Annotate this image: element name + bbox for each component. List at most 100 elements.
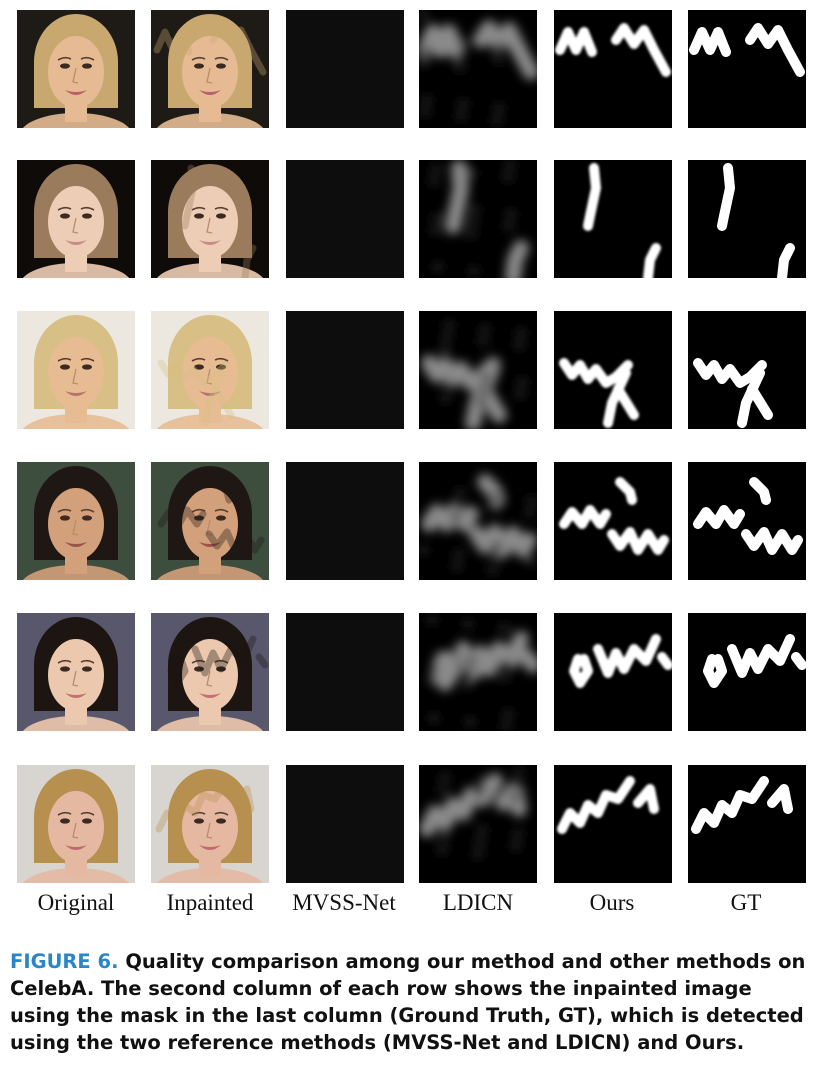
inpaint-artifact <box>157 359 229 387</box>
ldicn-noise <box>428 616 436 624</box>
ours-mask <box>554 160 672 278</box>
left-brow <box>57 56 72 61</box>
ldicn-mask-svg <box>419 765 537 883</box>
mouth <box>199 391 221 396</box>
right-brow <box>214 206 229 211</box>
mask-stroke <box>747 384 773 420</box>
ldicn-noise <box>506 161 514 169</box>
face <box>48 639 104 711</box>
inpainted-image <box>151 311 269 429</box>
ldicn-noise <box>501 673 509 681</box>
ldicn-noise <box>443 333 451 341</box>
ldicn-mask-svg <box>419 160 537 278</box>
mask-stroke <box>737 368 765 428</box>
right-eye <box>82 63 92 69</box>
ldicn-noise <box>438 846 446 854</box>
ldicn-noise <box>463 681 471 689</box>
mask-stroke <box>431 651 461 691</box>
mask-strokes <box>583 163 661 278</box>
left-eye <box>194 63 204 69</box>
right-brow <box>80 659 95 664</box>
mask-strokes <box>569 634 672 688</box>
mask-stroke <box>469 524 537 558</box>
face <box>182 186 238 258</box>
mvss-net-mask-svg <box>286 311 404 429</box>
ldicn-noise <box>469 218 477 226</box>
mvss-response <box>286 765 404 883</box>
inpaint-artifact <box>191 635 257 677</box>
nose <box>72 670 79 687</box>
mask-stroke <box>555 27 597 57</box>
nose <box>206 822 213 839</box>
mask-strokes <box>419 10 537 124</box>
gt-mask-svg <box>688 462 806 580</box>
ldicn-noise <box>432 165 440 173</box>
mask-stroke <box>611 23 671 77</box>
inpainted-image <box>151 10 269 128</box>
ldicn-noise <box>503 661 511 669</box>
mask-stroke <box>419 24 465 60</box>
mvss-response <box>286 10 404 128</box>
ldicn-mask-svg <box>419 10 537 128</box>
right-brow <box>80 206 95 211</box>
mask-stroke <box>703 654 727 688</box>
left-brow <box>191 357 206 362</box>
left-brow <box>191 206 206 211</box>
mvss-net-mask <box>286 311 404 429</box>
column-label-original: Original <box>37 890 115 915</box>
right-brow <box>80 56 95 61</box>
ours-mask-svg <box>554 462 672 580</box>
right-brow <box>214 811 229 816</box>
mask-stroke <box>583 163 601 231</box>
ldicn-noise <box>513 781 521 789</box>
ldicn-noise <box>515 341 523 349</box>
ldicn-noise <box>474 850 482 858</box>
mask-stroke <box>607 527 669 555</box>
ldicn-mask <box>419 462 537 580</box>
ldicn-noise <box>518 378 526 386</box>
inpainted-image-svg <box>151 613 269 731</box>
mask-stroke <box>657 652 672 670</box>
ldicn-noise <box>455 550 463 558</box>
ldicn-noise <box>504 710 512 718</box>
mask-background <box>688 765 806 883</box>
ldicn-noise <box>494 55 502 63</box>
ldicn-noise <box>465 669 473 677</box>
face <box>48 36 104 108</box>
ldicn-noise <box>477 777 485 785</box>
ldicn-noise <box>445 321 453 329</box>
mask-strokes <box>693 477 803 555</box>
mvss-net-mask-svg <box>286 10 404 128</box>
right-eye <box>82 213 92 219</box>
inpaint-artifact <box>211 385 235 419</box>
right-eye <box>216 364 226 370</box>
face <box>48 186 104 258</box>
ldicn-mask <box>419 160 537 278</box>
right-brow <box>80 357 95 362</box>
ldicn-noise <box>442 394 450 402</box>
left-eye <box>60 63 70 69</box>
mask-strokes <box>557 776 659 834</box>
left-brow <box>57 357 72 362</box>
mouth <box>65 391 87 396</box>
right-brow <box>214 508 229 513</box>
gt-mask-svg <box>688 160 806 278</box>
ldicn-noise <box>512 842 520 850</box>
ldicn-noise <box>433 214 441 222</box>
left-brow <box>57 659 72 664</box>
mask-stroke <box>557 776 635 834</box>
ldicn-noise <box>441 345 449 353</box>
mask-strokes <box>419 769 527 858</box>
face <box>182 337 238 409</box>
nose <box>72 519 79 536</box>
ldicn-noise <box>504 173 512 181</box>
mask-stroke <box>693 358 767 388</box>
mask-stroke <box>749 477 771 505</box>
face <box>182 488 238 560</box>
original-image <box>17 160 135 278</box>
mask-stroke <box>613 384 639 420</box>
ldicn-noise <box>478 826 486 834</box>
ldicn-noise <box>430 177 438 185</box>
left-brow <box>191 56 206 61</box>
inpainted-image-svg <box>151 311 269 429</box>
